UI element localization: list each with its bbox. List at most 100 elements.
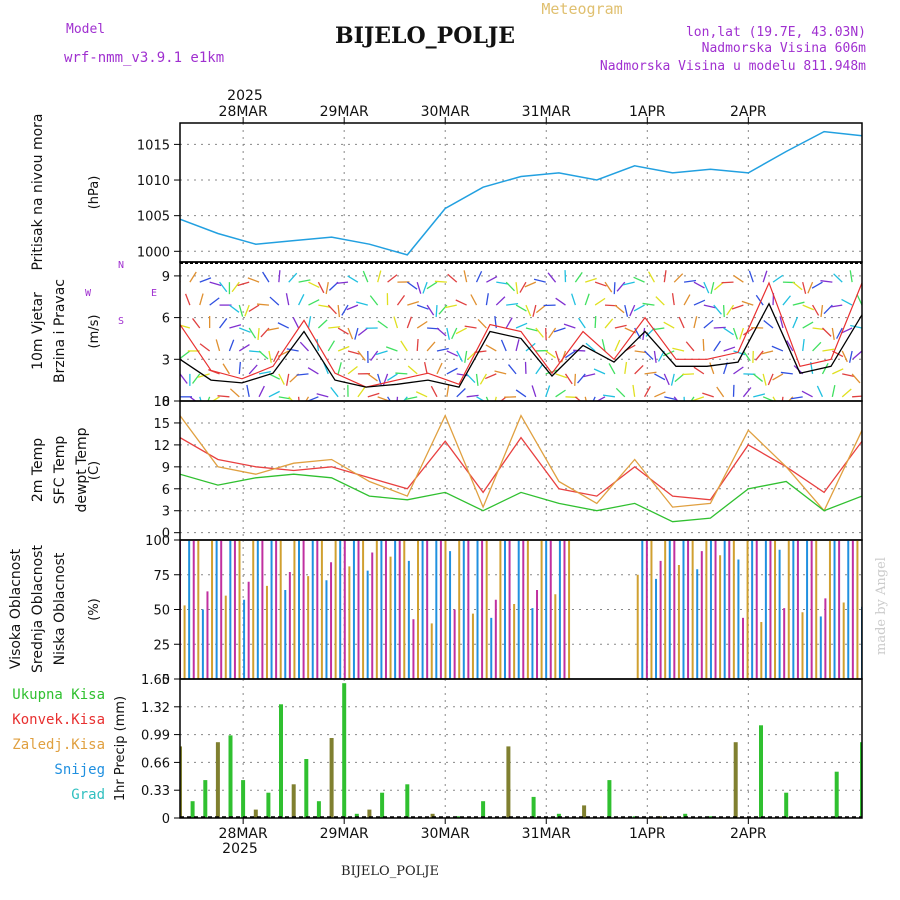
precip-bar	[607, 780, 612, 818]
precipitation-ytick-label: 0.33	[141, 784, 170, 799]
precip-bar	[683, 813, 688, 818]
temperature-frame	[179, 400, 863, 541]
wind-arrow	[257, 327, 260, 341]
wind-arrow	[336, 281, 349, 285]
cloud-side-label-1: Visoka Oblacnost	[8, 548, 24, 669]
wind-arrow	[466, 373, 476, 383]
wind-arrow	[337, 327, 349, 335]
temperature-ytick-label: 3	[162, 505, 170, 520]
wind-arrow	[644, 371, 657, 375]
wind-arrow	[406, 281, 418, 290]
precip-legend-item: Grad	[71, 787, 105, 803]
wind-arrow	[446, 384, 450, 397]
precip-bar	[316, 801, 321, 818]
precip-bar	[253, 809, 258, 818]
wind-arrow	[229, 304, 240, 313]
top-date-labels: 28MAR 29MAR 30MAR 31MAR 1APR 2APR	[219, 104, 767, 123]
wind-arrow	[654, 391, 666, 398]
precip-bar	[329, 738, 334, 818]
cloud-side-label-3: Niska Oblacnost	[52, 552, 68, 665]
temp-side-label-2: SFC Temp	[52, 436, 68, 505]
wind-arrow	[713, 340, 721, 352]
wind-ytick-label: 0	[162, 395, 170, 410]
wind-arrow	[180, 304, 181, 306]
wind-arrow	[643, 386, 651, 398]
wind-arrow	[298, 294, 305, 306]
wind-arrow	[337, 345, 350, 352]
wind-arrow	[693, 366, 705, 375]
wind-arrow	[199, 396, 202, 401]
wind-arrow	[438, 304, 448, 315]
wind-arrow	[199, 343, 211, 352]
wind-arrow	[407, 300, 419, 306]
top-date-label: 31MAR	[522, 104, 571, 120]
wind-arrow	[229, 388, 240, 398]
wind-arrow	[464, 325, 477, 329]
wind-arrow	[739, 327, 745, 340]
wind-arrow	[653, 350, 657, 363]
wind-arrow	[288, 272, 298, 283]
panel-precipitation: 0 0.33 0.66 0.99 1.32 1.65 1hr Precip (mm)	[113, 673, 863, 827]
precipitation-ytick-label: 0.99	[141, 729, 170, 744]
wind-arrow	[755, 350, 764, 361]
wind-arrow	[555, 389, 566, 398]
wind-arrow	[831, 384, 836, 397]
wind-arrow	[822, 348, 835, 352]
wind-arrow	[426, 304, 435, 316]
wind-arrow	[495, 296, 506, 306]
precip-bar	[405, 784, 410, 818]
wind-arrow	[616, 281, 626, 292]
footer-station: BIJELO_POLJE	[341, 864, 439, 879]
wind-arrow	[341, 304, 349, 316]
wind-arrow	[583, 373, 596, 378]
elevation-label: Nadmorska Visina 606m	[702, 41, 867, 56]
pressure-ytick-label: 1010	[137, 174, 170, 189]
wind-arrow	[406, 316, 413, 329]
wind-arrow	[761, 350, 774, 355]
wind-arrow	[594, 316, 597, 329]
wind-arrow	[861, 396, 862, 398]
wind-arrow	[811, 281, 823, 289]
pressure-ytick-label: 1005	[137, 210, 170, 225]
wind-arrow	[604, 281, 613, 293]
wind-arrow	[416, 304, 429, 310]
wind-arrow	[585, 277, 597, 283]
wind-arrow	[258, 350, 269, 360]
wind-arrow	[831, 327, 835, 340]
precip-bar	[784, 792, 789, 818]
wind-arrow	[565, 350, 576, 359]
wind-arrow	[710, 282, 715, 294]
precipitation-frame	[179, 678, 863, 819]
wind-arrow	[733, 274, 744, 283]
wind-arrow	[228, 339, 235, 352]
wind-arrow	[209, 297, 220, 306]
precip-bar	[279, 704, 283, 818]
wind-arrow	[470, 294, 478, 306]
wind-arrow	[733, 366, 744, 375]
wind-arrow	[367, 373, 378, 382]
wind-arrow	[644, 350, 654, 360]
wind-arrow	[370, 350, 379, 362]
wind-arrow	[670, 373, 675, 386]
wind-arrow	[836, 327, 843, 339]
wind-arrow	[244, 304, 250, 317]
wind-arrow	[634, 350, 647, 354]
wind-arrow	[577, 317, 586, 329]
wind-arrow	[400, 340, 408, 352]
wind-arrow	[816, 385, 824, 398]
wind-arrow	[663, 321, 675, 329]
wind-arrow	[683, 279, 697, 283]
temperature-ytick-label: 9	[162, 461, 170, 476]
wind-arrow	[553, 327, 566, 333]
wind-arrow	[792, 316, 799, 329]
precip-bar	[266, 792, 271, 818]
wind-arrow	[387, 396, 392, 401]
wind-arrow	[841, 388, 852, 398]
wind-arrow	[731, 304, 744, 310]
wind-arrow	[848, 350, 853, 363]
wind-arrow	[375, 350, 388, 356]
wind-arrow	[494, 396, 497, 401]
wind-arrow	[415, 391, 428, 398]
precip-legend-item: Konvek.Kisa	[12, 712, 105, 728]
wind-arrow	[693, 281, 705, 289]
